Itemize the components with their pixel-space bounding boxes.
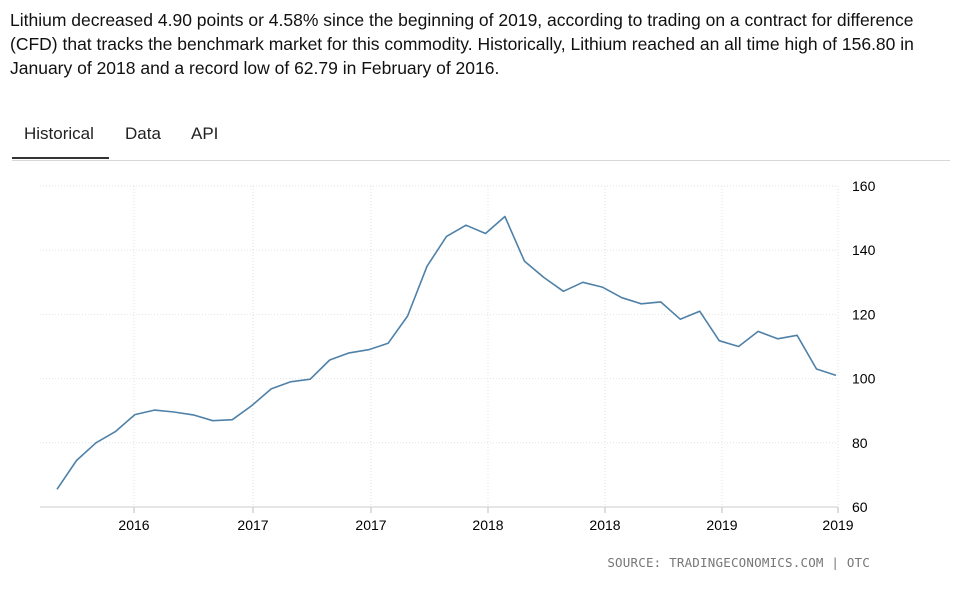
x-tick-label: 2019 — [706, 517, 737, 533]
y-tick-label: 120 — [852, 306, 876, 322]
x-tick-label: 2017 — [355, 517, 386, 533]
x-tick-label: 2016 — [118, 517, 149, 533]
x-tick-label: 2019 — [822, 517, 853, 533]
price-chart: 60 80 100 120 140 160 2016 2017 2017 2018 2018 2019… — [40, 178, 876, 533]
summary-text: Lithium decreased 4.90 points or 4.58% s… — [10, 10, 914, 78]
tab-api[interactable]: API — [191, 124, 219, 143]
x-tick-label: 2018 — [472, 517, 503, 533]
tab-historical[interactable]: Historical — [12, 116, 109, 159]
x-tick-label: 2018 — [589, 517, 620, 533]
y-tick-label: 60 — [852, 499, 868, 515]
x-tick-label: 2017 — [237, 517, 268, 533]
series-line — [56, 215, 837, 490]
y-tick-label: 140 — [852, 242, 876, 258]
tab-bar: Historical Data API — [12, 116, 950, 161]
tab-data[interactable]: Data — [125, 124, 161, 143]
y-tick-label: 80 — [852, 435, 868, 451]
source-label: SOURCE: TRADINGECONOMICS.COM | OTC — [607, 555, 870, 570]
y-tick-label: 160 — [852, 178, 876, 194]
chart-area: 60 80 100 120 140 160 2016 2017 2017 2018 2018 2019… — [0, 160, 960, 584]
y-tick-label: 100 — [852, 371, 876, 387]
